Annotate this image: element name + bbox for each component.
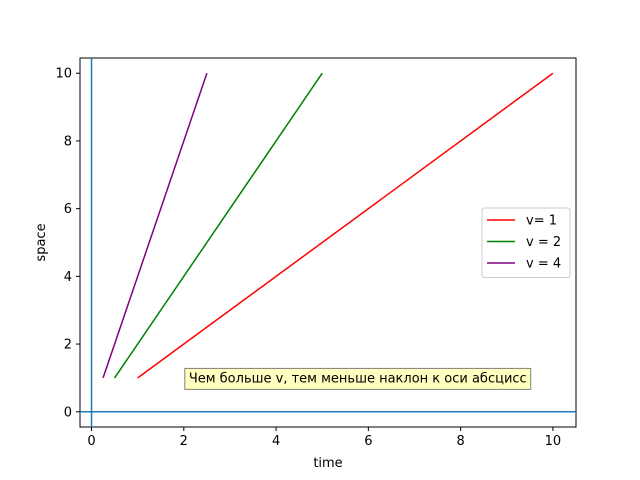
annotation-text: Чем больше v, тем меньше наклон к оси аб…: [189, 371, 527, 386]
x-axis-ticks: 0 2 4 6 8 10: [87, 427, 561, 449]
series-line-3: [102, 72, 208, 379]
legend: v= 1 v = 2 v = 4: [481, 207, 571, 278]
plot-area: 0 2 4 6 8 10 0 2 4 6 8 10: [55, 57, 577, 449]
series-line-1: [137, 72, 554, 379]
annotation: Чем больше v, тем меньше наклон к оси аб…: [184, 367, 532, 390]
series-line-2: [113, 72, 323, 379]
annotation-box: [184, 367, 532, 390]
y-tick-label: 6: [64, 202, 72, 217]
reference-lines: [80, 58, 576, 427]
legend-box: [481, 207, 571, 278]
series-layer: [102, 72, 554, 379]
x-axis-label: time: [313, 456, 342, 471]
y-axis-ticks: 0 2 4 6 8 10: [55, 67, 80, 420]
y-tick-label: 10: [55, 67, 72, 82]
y-tick-label: 0: [64, 405, 72, 420]
legend-label-3: v = 4: [526, 257, 561, 272]
y-tick-label: 8: [64, 134, 72, 149]
legend-label-2: v = 2: [526, 235, 561, 250]
x-tick-label: 8: [457, 434, 465, 449]
y-tick-label: 2: [64, 338, 72, 353]
legend-label-1: v= 1: [526, 214, 557, 229]
axes-frame: [79, 57, 577, 428]
x-tick-label: 6: [364, 434, 372, 449]
x-tick-label: 10: [545, 434, 562, 449]
x-tick-label: 4: [272, 434, 280, 449]
y-tick-label: 4: [64, 270, 72, 285]
x-tick-label: 0: [87, 434, 95, 449]
y-axis-label: space: [34, 223, 49, 261]
x-tick-label: 2: [180, 434, 188, 449]
